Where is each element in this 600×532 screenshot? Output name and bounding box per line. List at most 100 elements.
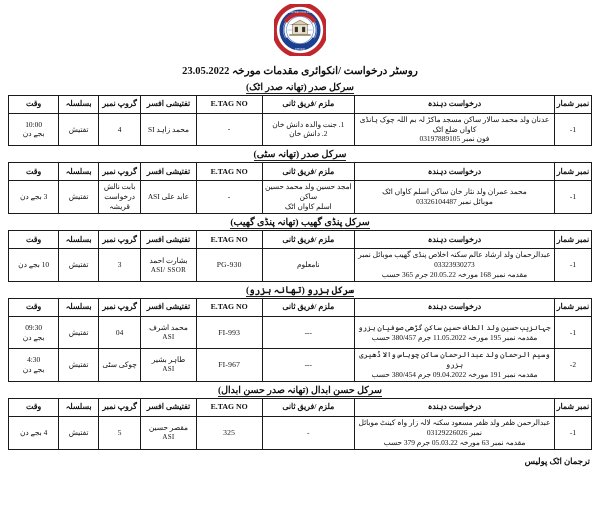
- cell-investigating-officer: مقصر حسین ASI: [140, 416, 197, 450]
- accused-line: ---: [304, 360, 312, 370]
- cell-group-number: 5: [97, 416, 142, 450]
- accused-line: ---: [304, 327, 312, 337]
- table-header-row: نمبر شمار درخواست دہندہ ملزم /فریق ثانی E.T…: [7, 398, 593, 418]
- cell-etag: 325: [195, 416, 263, 450]
- column-header-etag: E.TAG NO: [195, 162, 263, 182]
- column-header-regarding: بسلسلہ: [58, 398, 99, 418]
- cell-complaint-detail: عدنان ولد محمد سالار ساکن مسجد ماکڑ لہ ب…: [353, 112, 555, 147]
- cell-time: 09:30 بجے دن: [7, 316, 60, 350]
- police-badge-icon: DISTRICT POLICE ATTOCK: [274, 4, 326, 56]
- time-line: بجے دن: [22, 365, 45, 375]
- io-rank: ASI/ SSOR: [150, 265, 187, 274]
- accused-line: 1. جنت والدہ دانش خان: [272, 119, 345, 129]
- io-rank: ASI: [162, 365, 175, 374]
- column-header-sr: نمبر شمار: [553, 94, 593, 114]
- column-header-etag: E.TAG NO: [195, 94, 263, 114]
- column-header-group: گروپ نمبر: [97, 230, 142, 250]
- roster-table: نمبر شمار درخواست دہندہ ملزم /فریق ثانی E.T…: [7, 298, 593, 383]
- time-line: 4 بجے دن: [19, 428, 48, 437]
- cell-regarding: تفتیش: [58, 316, 99, 350]
- column-header-sr: نمبر شمار: [553, 162, 593, 182]
- complaint-detail-line: موبائل نمبر 03326104487: [416, 197, 493, 207]
- column-header-regarding: بسلسلہ: [58, 94, 99, 114]
- complaint-detail-line: مقدمہ نمبر 191 مورخہ 09.04.2022 جرم 380/…: [371, 370, 538, 380]
- cell-accused: امجد حسین ولد محمد حسین ساکن اسلم کاواں ا…: [261, 180, 355, 215]
- accused-line: نامعلوم: [296, 260, 320, 270]
- table-row: 1- عدنان ولد محمد سالار ساکن مسجد ماکڑ لہ…: [7, 112, 593, 147]
- accused-line: اسلم کاواں اٹک: [284, 202, 332, 212]
- section-heading: سرکل حسن ابدال (تھانہ صدر حسن ابدال): [8, 386, 592, 398]
- column-header-detail: درخواست دہندہ: [353, 398, 555, 418]
- complaint-detail-line: فون نمبر 03197889105: [419, 134, 490, 144]
- complaint-detail-line: عدنان ولد محمد سالار ساکن مسجد ماکڑ لہ ب…: [359, 114, 550, 134]
- table-row: 1- عبدالرحمان ولد ارشاد عالم سکنہ اخلاص پ…: [7, 248, 593, 283]
- cell-complaint-detail: جہانزیب حسین ولد الطاف حسین ساکن گڑھی صو…: [353, 316, 555, 350]
- complaint-detail-line: مقدمہ نمبر 168 مورخہ 20.05.22 جرم 365 حس…: [381, 270, 528, 280]
- io-rank: ASI: [162, 433, 175, 442]
- column-header-group: گروپ نمبر: [97, 94, 142, 114]
- etag-value: FI-993: [218, 327, 241, 337]
- io-name: محمد اشرف: [149, 322, 188, 332]
- cell-accused: نامعلوم: [261, 248, 355, 283]
- cell-regarding: تفتیش: [58, 180, 99, 215]
- time-line: بجے دن: [22, 129, 45, 139]
- column-header-accused: ملزم /فریق ثانی: [261, 94, 355, 114]
- section-heading: سرکل ہزرو (تھانہ ہزرو): [8, 286, 592, 298]
- cell-complaint-detail: وسیم الرحمان ولد عبدالرحمان ساکن چوہاس و…: [353, 348, 555, 383]
- accused-line: -: [307, 428, 310, 437]
- cell-investigating-officer: عابد علی ASI: [140, 180, 197, 215]
- etag-value: -: [227, 192, 231, 202]
- etag-value: -: [227, 124, 231, 134]
- table-row: 1- جہانزیب حسین ولد الطاف حسین ساکن گڑھی …: [7, 316, 593, 350]
- table-row: 1- عبدالرحمن ظفر ولد ظفر مسعود سکنہ لالہ …: [7, 416, 593, 450]
- column-header-detail: درخواست دہندہ: [353, 94, 555, 114]
- cell-time: 4:30 بجے دن: [7, 348, 60, 383]
- column-header-io: تفتیشی افسر: [140, 298, 197, 318]
- column-header-group: گروپ نمبر: [97, 298, 142, 318]
- section-heading-text: سرکل ہزرو (تھانہ ہزرو): [245, 286, 355, 298]
- column-header-io: تفتیشی افسر: [140, 398, 197, 418]
- column-header-etag: E.TAG NO: [195, 230, 263, 250]
- column-header-time: وقت: [7, 298, 60, 318]
- logo-container: DISTRICT POLICE ATTOCK: [8, 4, 592, 64]
- column-header-sr: نمبر شمار: [553, 230, 593, 250]
- time-line: 10 بجے دن: [18, 260, 50, 270]
- cell-regarding: تفتیش: [58, 348, 99, 383]
- cell-time: 10 بجے دن: [7, 248, 60, 283]
- cell-accused: ---: [261, 316, 355, 350]
- column-header-detail: درخواست دہندہ: [353, 162, 555, 182]
- cell-time: 10:00 بجے دن: [7, 112, 60, 147]
- complaint-detail-line: محمد عمران ولد نثار خان ساکن اسلم کاواں …: [382, 187, 527, 197]
- time-line: 10:00: [25, 119, 43, 129]
- cell-regarding: تفتیش: [58, 248, 99, 283]
- cell-serial-number: 1-: [553, 416, 593, 450]
- cell-serial-number: 1-: [553, 316, 593, 350]
- cell-accused: 1. جنت والدہ دانش خان 2. دانش خان: [261, 112, 355, 147]
- complaint-detail-line: عبدالرحمان ولد ارشاد عالم سکنہ اخلاص پنڈ…: [358, 250, 551, 270]
- column-header-detail: درخواست دہندہ: [353, 230, 555, 250]
- cell-time: 3 بجے دن: [7, 180, 60, 215]
- cell-etag: -: [195, 180, 263, 215]
- police-badge-logo: DISTRICT POLICE ATTOCK: [274, 4, 326, 56]
- cell-investigating-officer: محمد اشرف ASI: [140, 316, 197, 350]
- cell-etag: -: [195, 112, 263, 147]
- column-header-etag: E.TAG NO: [195, 398, 263, 418]
- column-header-time: وقت: [7, 230, 60, 250]
- table-row: 1- محمد عمران ولد نثار خان ساکن اسلم کاوا…: [7, 180, 593, 215]
- roster-table: نمبر شمار درخواست دہندہ ملزم /فریق ثانی E.T…: [7, 162, 593, 215]
- cell-accused: -: [261, 416, 355, 450]
- column-header-regarding: بسلسلہ: [58, 230, 99, 250]
- column-header-time: وقت: [7, 94, 60, 114]
- cell-accused: ---: [261, 348, 355, 383]
- cell-etag: FI-967: [195, 348, 263, 383]
- cell-group-number: 3: [97, 248, 142, 283]
- cell-complaint-detail: محمد عمران ولد نثار خان ساکن اسلم کاواں …: [353, 180, 555, 215]
- io-name: عابد علی ASI: [147, 192, 190, 202]
- column-header-regarding: بسلسلہ: [58, 298, 99, 318]
- complaint-detail-line: جہانزیب حسین ولد الطاف حسین ساکن گڑھی صو…: [358, 322, 551, 332]
- cell-serial-number: 1-: [553, 180, 593, 215]
- cell-serial-number: 2-: [553, 348, 593, 383]
- table-header-row: نمبر شمار درخواست دہندہ ملزم /فریق ثانی E.T…: [7, 162, 593, 182]
- column-header-etag: E.TAG NO: [195, 298, 263, 318]
- logo-text-top: DISTRICT POLICE: [289, 10, 311, 14]
